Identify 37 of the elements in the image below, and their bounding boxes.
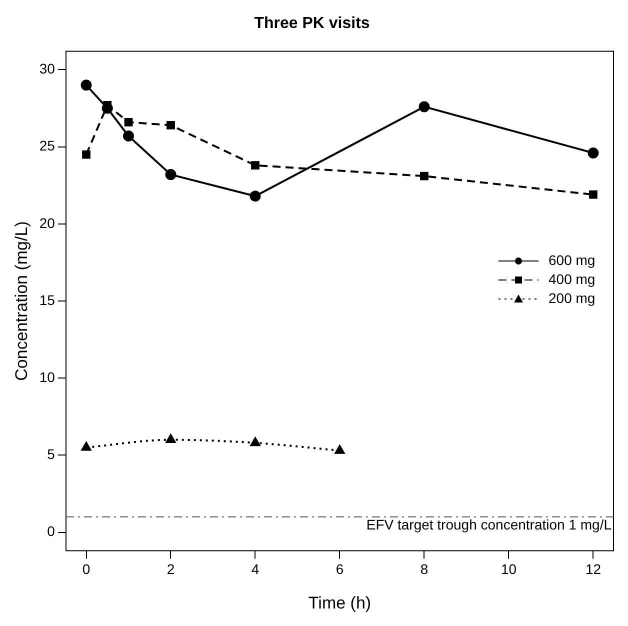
point [123, 130, 134, 142]
point [251, 161, 260, 170]
legend-label: 200 mg [548, 290, 596, 306]
x-axis-title: Time (h) [308, 593, 372, 612]
point [80, 80, 92, 91]
point [588, 147, 599, 158]
x-tick-label: 0 [82, 561, 90, 578]
y-tick-label: 25 [39, 138, 56, 154]
y-tick-label: 0 [47, 523, 56, 540]
x-tick-label: 2 [166, 561, 175, 578]
point [124, 118, 133, 126]
chart-title: Three PK visits [254, 15, 370, 32]
point [589, 190, 598, 199]
y-tick-label: 20 [39, 214, 56, 231]
point [250, 437, 260, 446]
point [166, 121, 175, 130]
y-tick-label: 10 [39, 368, 56, 385]
x-tick-label: 12 [585, 561, 602, 578]
point [166, 434, 176, 444]
x-tick-label: 4 [251, 561, 260, 578]
point [81, 442, 92, 451]
x-tick-label: 10 [500, 561, 517, 578]
y-tick-label: 5 [47, 446, 56, 462]
point [334, 445, 345, 454]
legend-label: 600 mg [548, 252, 596, 268]
point [165, 169, 176, 180]
y-tick-label: 30 [39, 60, 56, 77]
legend-label: 400 mg [548, 270, 596, 287]
x-tick-label: 8 [420, 561, 428, 578]
point [250, 190, 261, 202]
y-axis-title: Concentration (mg/L) [12, 221, 31, 381]
point [420, 172, 428, 180]
x-tick-label: 6 [336, 561, 344, 578]
point [418, 101, 430, 112]
y-tick-label: 15 [39, 292, 56, 308]
point [82, 150, 90, 159]
ref-line-label: EFV target trough concentration 1 mg/L [366, 516, 612, 533]
